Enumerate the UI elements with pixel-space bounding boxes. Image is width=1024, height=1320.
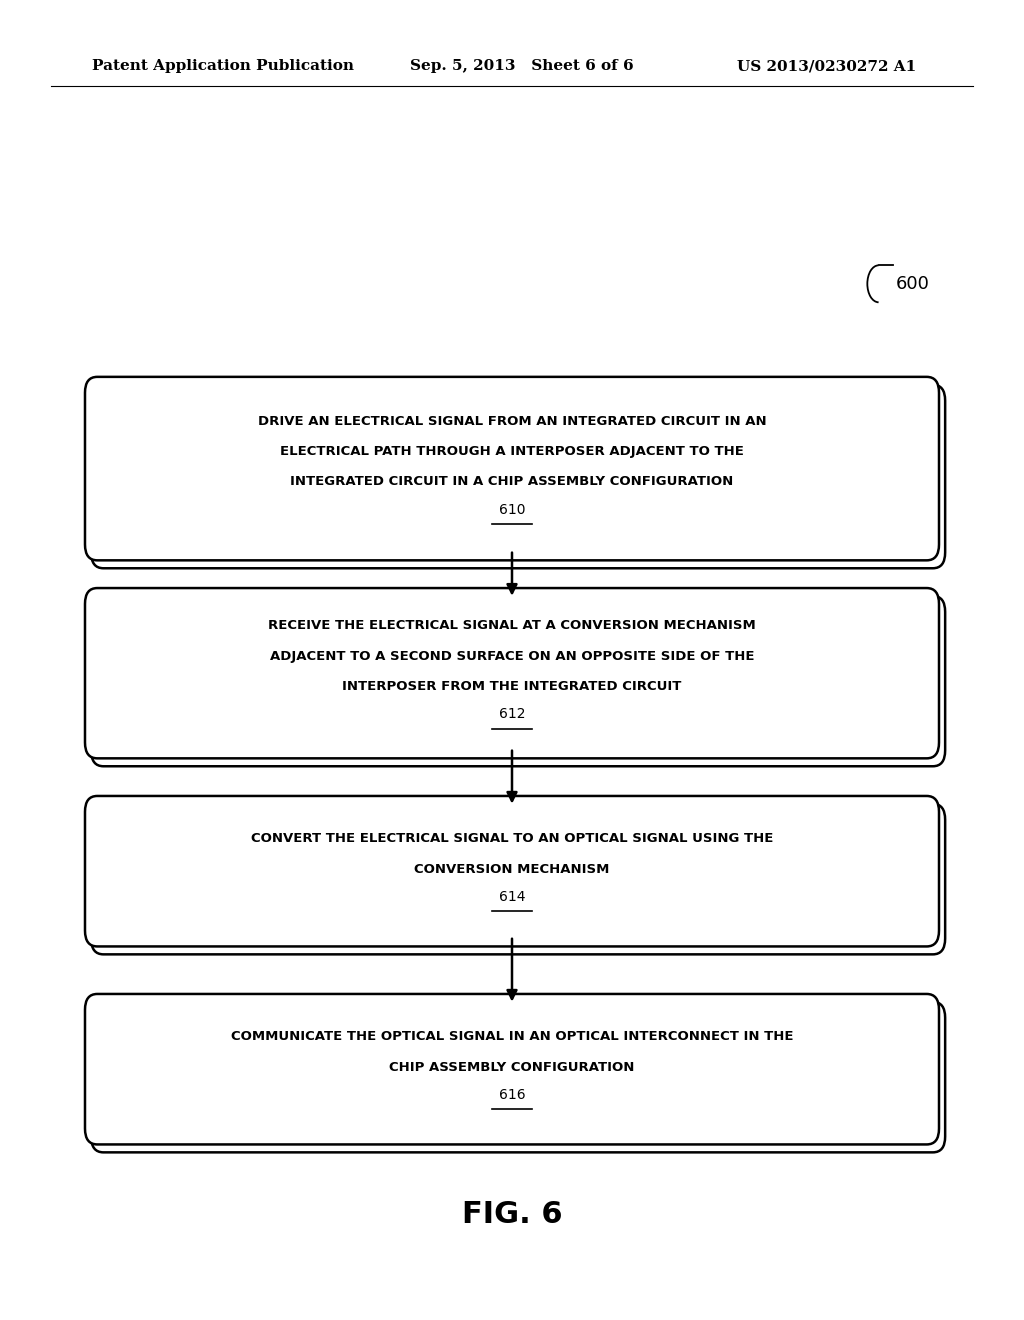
Text: 614: 614: [499, 890, 525, 904]
Text: ADJACENT TO A SECOND SURFACE ON AN OPPOSITE SIDE OF THE: ADJACENT TO A SECOND SURFACE ON AN OPPOS…: [269, 649, 755, 663]
FancyBboxPatch shape: [91, 385, 945, 568]
FancyBboxPatch shape: [85, 589, 939, 758]
Text: 616: 616: [499, 1088, 525, 1102]
Text: FIG. 6: FIG. 6: [462, 1200, 562, 1229]
Text: COMMUNICATE THE OPTICAL SIGNAL IN AN OPTICAL INTERCONNECT IN THE: COMMUNICATE THE OPTICAL SIGNAL IN AN OPT…: [230, 1031, 794, 1043]
FancyBboxPatch shape: [85, 378, 939, 560]
FancyBboxPatch shape: [91, 597, 945, 766]
Text: RECEIVE THE ELECTRICAL SIGNAL AT A CONVERSION MECHANISM: RECEIVE THE ELECTRICAL SIGNAL AT A CONVE…: [268, 619, 756, 632]
Text: CONVERSION MECHANISM: CONVERSION MECHANISM: [415, 863, 609, 875]
FancyBboxPatch shape: [85, 796, 939, 946]
FancyBboxPatch shape: [91, 804, 945, 954]
Text: DRIVE AN ELECTRICAL SIGNAL FROM AN INTEGRATED CIRCUIT IN AN: DRIVE AN ELECTRICAL SIGNAL FROM AN INTEG…: [258, 414, 766, 428]
FancyBboxPatch shape: [85, 994, 939, 1144]
Text: Sep. 5, 2013   Sheet 6 of 6: Sep. 5, 2013 Sheet 6 of 6: [410, 59, 633, 74]
Text: ELECTRICAL PATH THROUGH A INTERPOSER ADJACENT TO THE: ELECTRICAL PATH THROUGH A INTERPOSER ADJ…: [280, 445, 744, 458]
Text: INTERPOSER FROM THE INTEGRATED CIRCUIT: INTERPOSER FROM THE INTEGRATED CIRCUIT: [342, 680, 682, 693]
Text: CONVERT THE ELECTRICAL SIGNAL TO AN OPTICAL SIGNAL USING THE: CONVERT THE ELECTRICAL SIGNAL TO AN OPTI…: [251, 833, 773, 845]
Text: Patent Application Publication: Patent Application Publication: [92, 59, 354, 74]
Text: CHIP ASSEMBLY CONFIGURATION: CHIP ASSEMBLY CONFIGURATION: [389, 1061, 635, 1073]
Text: US 2013/0230272 A1: US 2013/0230272 A1: [737, 59, 916, 74]
Text: 612: 612: [499, 708, 525, 721]
FancyBboxPatch shape: [91, 1002, 945, 1152]
Text: INTEGRATED CIRCUIT IN A CHIP ASSEMBLY CONFIGURATION: INTEGRATED CIRCUIT IN A CHIP ASSEMBLY CO…: [291, 475, 733, 488]
Text: 600: 600: [896, 275, 930, 293]
Text: 610: 610: [499, 503, 525, 516]
